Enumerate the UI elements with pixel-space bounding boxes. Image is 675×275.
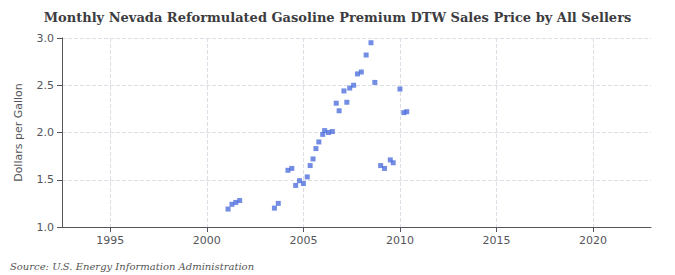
svg-text:2000: 2000 (193, 234, 221, 247)
svg-text:2.5: 2.5 (37, 79, 55, 92)
svg-text:Source: U.S. Energy Informatio: Source: U.S. Energy Information Administ… (10, 261, 254, 272)
svg-text:Monthly Nevada Reformulated Ga: Monthly Nevada Reformulated Gasoline Pre… (44, 10, 632, 25)
svg-text:2.0: 2.0 (37, 126, 55, 139)
svg-text:2010: 2010 (386, 234, 414, 247)
svg-text:2020: 2020 (579, 234, 607, 247)
svg-text:2005: 2005 (289, 234, 317, 247)
svg-text:2015: 2015 (483, 234, 511, 247)
svg-text:Dollars per Gallon: Dollars per Gallon (12, 83, 25, 182)
svg-text:1995: 1995 (96, 234, 124, 247)
svg-text:1.0: 1.0 (37, 221, 55, 234)
svg-text:3.0: 3.0 (37, 32, 55, 45)
svg-text:1.5: 1.5 (37, 173, 55, 186)
